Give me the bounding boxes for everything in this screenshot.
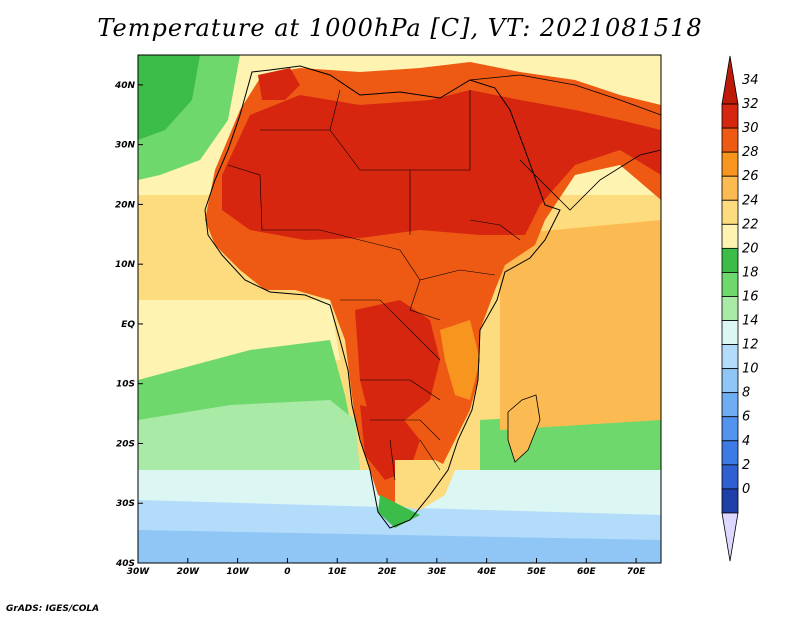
lon-tick-label: 30E — [428, 567, 448, 577]
colorbar-segment — [721, 296, 739, 321]
madagascar-outline — [507, 394, 541, 463]
lon-tick-label: 50E — [527, 567, 547, 577]
lon-tick-label: 60E — [577, 567, 597, 577]
colorbar-label: 8 — [742, 386, 750, 401]
colorbar-segment — [721, 175, 739, 201]
colorbar-label: 34 — [742, 73, 759, 88]
colorbar-segment — [721, 416, 739, 442]
field-southern-blue — [138, 530, 661, 563]
colorbar-label: 18 — [742, 265, 759, 280]
colorbar-segment — [721, 247, 739, 273]
lon-tick-label: 20E — [378, 567, 398, 577]
lon-tick-label: 20W — [177, 567, 201, 577]
plot-frame — [137, 54, 662, 564]
colorbar-label: 10 — [742, 362, 759, 377]
colorbar-segment — [721, 272, 739, 297]
lon-tick-label: 10E — [328, 567, 348, 577]
latitude-axis: 40N 30N 20N 10N EQ 10S 20S 30S 40S — [114, 81, 143, 569]
colorbar-label: 12 — [742, 338, 759, 353]
colorbar-label: 30 — [742, 121, 759, 136]
field-sahara-very-hot — [222, 90, 661, 240]
mediterranean-coastline — [469, 74, 661, 116]
grads-credit: GrADS: IGES/COLA — [6, 604, 100, 614]
colorbar-bottom-triangle — [721, 512, 739, 562]
country-borders — [227, 89, 521, 481]
colorbar-label: 4 — [742, 434, 750, 449]
colorbar-label: 0 — [742, 482, 750, 497]
longitude-axis: 30W 20W 10W 0 10E 20E 30E 40E 50E 60E 70E — [127, 558, 647, 577]
colorbar-label: 26 — [742, 169, 759, 184]
temperature-field — [138, 55, 661, 563]
lat-tick-label: EQ — [121, 320, 135, 330]
lat-tick-label: 30S — [116, 499, 135, 509]
field-indian-ocean — [500, 220, 661, 430]
lat-tick-label: 30N — [115, 141, 136, 151]
colorbar-label: 32 — [742, 97, 759, 112]
lon-tick-label: 30W — [127, 567, 151, 577]
colorbar-label: 14 — [742, 314, 759, 329]
colorbar-label: 22 — [742, 217, 759, 232]
arabia-coastline — [519, 149, 661, 211]
lon-tick-label: 40E — [476, 567, 497, 577]
colorbar-label: 16 — [742, 289, 759, 304]
colorbar-segment — [721, 368, 739, 394]
colorbar-segment — [721, 199, 739, 225]
lon-tick-label: 0 — [284, 567, 290, 577]
colorbar-label: 20 — [742, 241, 759, 256]
lat-tick-label: 20N — [115, 200, 136, 210]
field-east-africa-highlands — [440, 320, 480, 400]
colorbar-segment — [721, 392, 739, 418]
colorbar-segment — [721, 488, 739, 514]
lat-tick-label: 10S — [116, 380, 135, 390]
field-central-africa-hot — [355, 300, 440, 440]
lat-tick-label: 20S — [116, 439, 135, 449]
colorbar-segment — [721, 151, 739, 177]
lat-tick-label: 10N — [115, 260, 136, 270]
field-highveld — [395, 460, 455, 510]
field-atlantic-cool — [138, 55, 200, 140]
colorbar-segment — [721, 103, 739, 129]
lat-tick-label: 40N — [114, 81, 136, 91]
colorbar-segment — [721, 127, 739, 153]
africa-coastline — [204, 65, 561, 529]
lon-tick-label: 70E — [627, 567, 647, 577]
colorbar-top-triangle — [721, 55, 739, 105]
colorbar-segment — [721, 464, 739, 490]
lat-tick-label: 40S — [115, 559, 135, 569]
colorbar-label: 28 — [742, 145, 759, 160]
colorbar-label: 2 — [742, 458, 750, 473]
colorbar-segment — [721, 440, 739, 466]
field-south-atlantic-light — [138, 400, 360, 470]
colorbar-segment — [721, 223, 739, 249]
colorbar-label: 6 — [742, 410, 750, 425]
colorbar-label: 24 — [742, 193, 759, 208]
field-iberia-hot — [258, 68, 300, 100]
colorbar-segment — [721, 344, 739, 370]
colorbar-segment — [721, 320, 739, 345]
lon-tick-label: 10W — [226, 567, 250, 577]
map-title: Temperature at 1000hPa [C], VT: 20210815… — [97, 14, 703, 42]
